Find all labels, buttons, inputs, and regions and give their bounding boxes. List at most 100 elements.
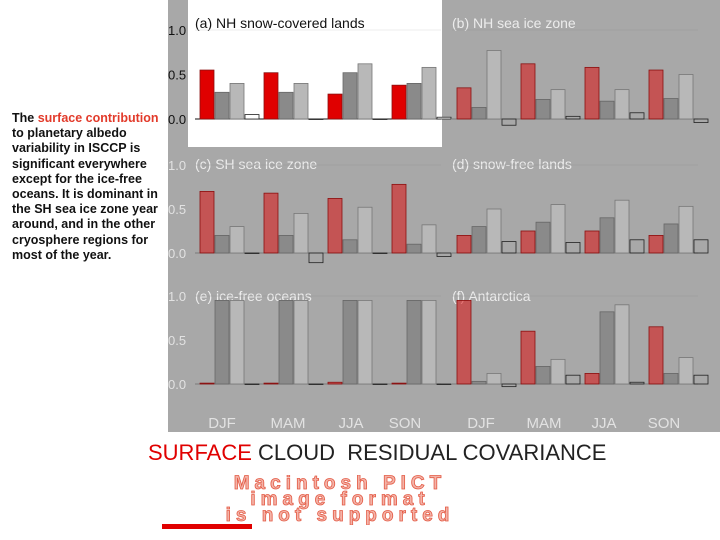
panel-title: (c) SH sea ice zone — [195, 156, 317, 172]
bar-cloud — [278, 91, 294, 120]
bar-residual — [550, 204, 566, 254]
bar-cloud — [278, 299, 294, 385]
bar-residual — [293, 299, 309, 385]
y-tick-label: 0.0 — [168, 112, 186, 127]
bar-covariance — [565, 374, 581, 385]
bar-residual — [293, 212, 309, 254]
bar-surface — [263, 382, 279, 385]
bar-residual — [486, 50, 502, 120]
pict-placeholder-line: Macintosh PICT — [234, 475, 447, 494]
bar-cloud — [599, 311, 615, 385]
x-tick-label: DJF — [467, 415, 495, 432]
legend-cloud: CLOUD — [258, 440, 336, 465]
bar-covariance — [436, 252, 452, 257]
bar-cloud — [471, 380, 487, 385]
bar-covariance — [629, 239, 645, 254]
albedo-bar-chart: (a) NH snow-covered lands 1.0 0.5 0.0 (b) NH… — [168, 0, 720, 432]
bar-cloud — [535, 99, 551, 120]
bar-cloud — [535, 221, 551, 254]
bar-surface — [456, 299, 472, 385]
legend-residual: RESIDUAL — [347, 440, 457, 465]
y-tick-label: 0.0 — [168, 377, 186, 392]
bar-covariance — [372, 118, 388, 120]
bar-covariance — [565, 242, 581, 254]
bar-covariance — [501, 118, 517, 126]
bar-covariance — [629, 112, 645, 120]
bar-covariance — [501, 383, 517, 388]
bar-cloud — [406, 299, 422, 385]
bar-surface — [584, 66, 600, 120]
legend-covariance: COVARIANCE — [462, 440, 607, 465]
bar-residual — [486, 373, 502, 385]
bar-covariance — [501, 241, 517, 254]
bar-cloud — [214, 299, 230, 385]
panel-title: (a) NH snow-covered lands — [195, 15, 365, 31]
bar-covariance — [244, 252, 260, 254]
bar-residual — [229, 83, 245, 120]
bar-surface — [391, 382, 407, 385]
bar-covariance — [436, 383, 452, 385]
red-underline — [162, 524, 252, 529]
caption-text: The surface contribution to planetary al… — [12, 111, 159, 262]
bar-covariance — [244, 114, 260, 120]
bar-surface — [584, 373, 600, 385]
bar-cloud — [406, 243, 422, 254]
bar-surface — [391, 183, 407, 254]
bar-surface — [648, 234, 664, 254]
bar-cloud — [342, 299, 358, 385]
bar-cloud — [471, 107, 487, 120]
y-tick-label: 1.0 — [168, 23, 186, 38]
y-tick-label: 0.0 — [168, 246, 186, 261]
bar-surface — [391, 84, 407, 120]
bar-cloud — [663, 373, 679, 385]
bar-residual — [421, 66, 437, 120]
bar-covariance — [372, 383, 388, 385]
bar-surface — [263, 72, 279, 120]
y-tick-label: 0.5 — [168, 68, 186, 83]
bar-surface — [327, 381, 343, 385]
bar-residual — [357, 299, 373, 385]
bar-surface — [648, 69, 664, 120]
panel-title: (d) snow-free lands — [452, 156, 572, 172]
bar-cloud — [214, 234, 230, 254]
bar-surface — [456, 234, 472, 254]
bar-residual — [550, 358, 566, 385]
bar-residual — [678, 357, 694, 385]
bar-cloud — [214, 91, 230, 120]
bar-covariance — [436, 116, 452, 120]
bar-surface — [199, 69, 215, 120]
bar-surface — [648, 326, 664, 385]
bar-cloud — [663, 223, 679, 254]
bar-residual — [421, 299, 437, 385]
bar-cloud — [406, 83, 422, 120]
legend-surface: SURFACE — [148, 440, 252, 465]
bar-surface — [520, 63, 536, 120]
bar-cloud — [342, 239, 358, 254]
bar-covariance — [693, 374, 709, 385]
bar-covariance — [308, 252, 324, 264]
y-tick-label: 1.0 — [168, 158, 186, 173]
bar-cloud — [663, 98, 679, 120]
x-tick-label: SON — [648, 415, 681, 432]
bar-covariance — [565, 115, 581, 120]
bar-residual — [614, 89, 630, 120]
bar-surface — [199, 382, 215, 385]
bar-residual — [678, 74, 694, 120]
bar-covariance — [308, 383, 324, 385]
x-tick-label: SON — [389, 415, 422, 432]
bar-residual — [357, 206, 373, 254]
bar-residual — [678, 205, 694, 254]
bar-residual — [357, 63, 373, 120]
bar-cloud — [535, 365, 551, 385]
legend: SURFACE CLOUD RESIDUAL COVARIANCE — [148, 440, 606, 466]
bar-residual — [293, 83, 309, 120]
y-tick-label: 0.5 — [168, 202, 186, 217]
bar-residual — [421, 224, 437, 254]
pict-placeholder-line: image format — [250, 489, 429, 510]
y-tick-label: 0.5 — [168, 333, 186, 348]
bar-residual — [550, 89, 566, 120]
bar-surface — [199, 190, 215, 254]
y-tick-label: 1.0 — [168, 289, 186, 304]
x-tick-label: DJF — [208, 415, 236, 432]
